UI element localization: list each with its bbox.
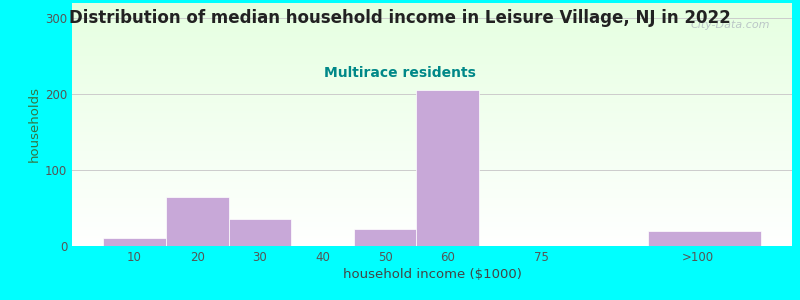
Text: Distribution of median household income in Leisure Village, NJ in 2022: Distribution of median household income … [69,9,731,27]
Bar [103,238,166,246]
Bar [166,196,229,246]
Bar [648,231,761,246]
X-axis label: household income ($1000): household income ($1000) [342,268,522,281]
Bar [354,229,416,246]
Bar [416,90,479,246]
Text: City-Data.com: City-Data.com [691,20,770,30]
Y-axis label: households: households [28,86,41,163]
Text: Multirace residents: Multirace residents [324,66,476,80]
Bar [229,219,291,246]
